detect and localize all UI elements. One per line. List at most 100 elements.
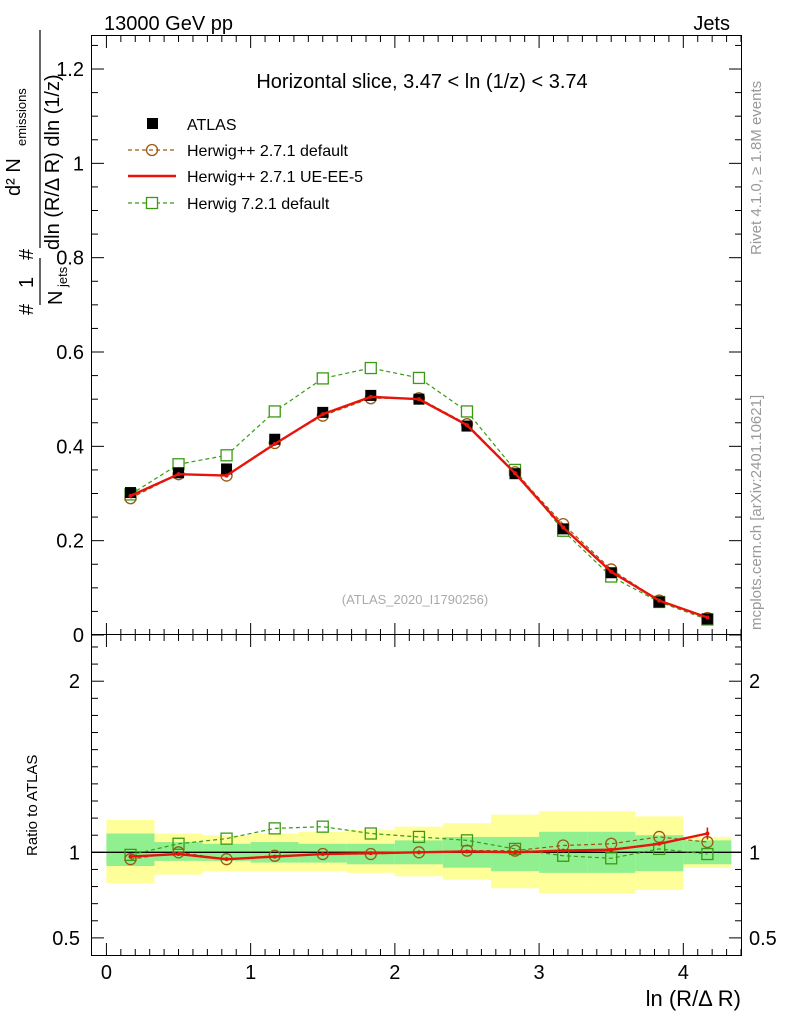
ylabel-deriv-num: d² N <box>3 158 25 196</box>
y-tick-label: 0.4 <box>56 436 84 458</box>
header-right: Jets <box>693 13 730 35</box>
ratio-point-herwig-ueee5 <box>320 852 325 857</box>
ratio-plot-frame <box>91 634 742 956</box>
y-tick-label: 1.2 <box>56 59 84 81</box>
ratio-point-herwig-ueee5 <box>176 852 181 857</box>
legend-label-herwig7: Herwig 7.2.1 default <box>187 196 330 213</box>
ratio-point-herwig7 <box>701 847 714 861</box>
point-herwig7 <box>412 371 426 385</box>
ratio-uncertainty-bands <box>92 811 741 894</box>
ratio-y-tick-label: 2 <box>69 671 80 693</box>
point-herwig7 <box>316 372 329 385</box>
chart-title: Horizontal slice, 3.47 < ln (1/z) < 3.74 <box>256 71 587 93</box>
point-herwig-ueee5 <box>705 615 710 620</box>
ratio-point-herwig-default <box>172 846 185 859</box>
ratio-point-herwig7 <box>364 827 377 840</box>
point-herwig-ueee5 <box>561 525 566 530</box>
ratio-point-herwig-default <box>124 853 137 866</box>
x-tick-label: 3 <box>534 962 545 984</box>
analysis-watermark: (ATLAS_2020_I1790256) <box>342 592 488 607</box>
ratio-y-tick-label-right: 2 <box>749 671 760 693</box>
series-line-herwig7 <box>130 367 708 620</box>
legend-label-herwig-default: Herwig++ 2.7.1 default <box>187 143 349 160</box>
x-tick-label: 4 <box>678 962 689 984</box>
ratio-point-herwig7 <box>172 837 185 850</box>
legend-marker-herwig-default <box>145 143 159 157</box>
ylabel-frac-num: 1 <box>16 277 38 288</box>
ratio-point-herwig-ueee5 <box>464 849 469 854</box>
header-left: 13000 GeV pp <box>104 13 233 35</box>
ratio-point-herwig-ueee5 <box>657 841 662 846</box>
ratio-point-herwig7 <box>268 822 281 835</box>
ratio-point-herwig-ueee5 <box>128 854 133 859</box>
point-herwig-ueee5 <box>128 493 133 498</box>
ylabel-deriv-num-sub: emissions <box>14 88 29 146</box>
rivet-version-label: Rivet 4.1.0, ≥ 1.8M events <box>748 81 765 255</box>
y-axis-label: # 1 N jets # d² N emissions dln (R/Δ R) … <box>3 30 70 315</box>
axis-ticks: 0 1 2 3 4 0 0.2 0.4 0.6 0.8 1 1.2 0.5 0.5 1 1 2 2 <box>52 36 777 984</box>
series-line-herwig-default <box>130 397 708 619</box>
ratio-y-tick-label-right: 0.5 <box>749 928 777 950</box>
point-herwig7 <box>268 405 281 418</box>
ylabel-deriv-den: dln (R/Δ R) dln (1/z) <box>42 74 64 250</box>
point-atlas <box>269 433 281 445</box>
point-herwig-ueee5 <box>368 394 373 399</box>
ratio-point-herwig-ueee5 <box>272 854 277 859</box>
legend-label-atlas: ATLAS <box>187 117 237 134</box>
y-tick-label: 0.2 <box>56 531 84 553</box>
point-herwig-ueee5 <box>609 569 614 574</box>
x-tick-label: 2 <box>389 962 400 984</box>
legend-item-atlas: ATLAS <box>147 117 237 134</box>
series-line-herwig-ueee5 <box>130 395 708 619</box>
ratio-y-tick-label: 1 <box>69 842 80 864</box>
ratio-point-herwig-ueee5 <box>561 848 566 853</box>
ratio-point-herwig-default <box>508 844 522 857</box>
point-herwig7 <box>460 405 474 418</box>
ratio-point-herwig7 <box>412 830 426 844</box>
ylabel-hash-2: # <box>16 248 38 260</box>
legend-marker-herwig7 <box>145 196 159 210</box>
y-tick-label: 0.6 <box>56 342 84 364</box>
point-atlas <box>221 463 233 475</box>
ratio-point-herwig-ueee5 <box>609 847 614 852</box>
point-herwig-ueee5 <box>272 441 277 446</box>
point-herwig-ueee5 <box>176 472 181 477</box>
legend-label-herwig-ueee5: Herwig++ 2.7.1 UE-EE-5 <box>187 169 363 186</box>
point-herwig-ueee5 <box>464 423 469 428</box>
x-tick-label: 0 <box>101 962 112 984</box>
point-herwig-ueee5 <box>657 598 662 603</box>
point-herwig-ueee5 <box>416 397 421 402</box>
y-tick-label: 0 <box>73 625 84 647</box>
legend-item-herwig-default: Herwig++ 2.7.1 default <box>128 143 349 160</box>
ratio-point-herwig-ueee5 <box>368 851 373 856</box>
ratio-point-herwig7 <box>220 832 233 845</box>
ratio-y-tick-label-right: 1 <box>749 842 760 864</box>
ylabel-hash-1: # <box>16 303 38 315</box>
point-herwig-ueee5 <box>224 473 229 478</box>
ratio-y-axis-label: Ratio to ATLAS <box>24 755 41 856</box>
point-herwig-ueee5 <box>320 412 325 417</box>
ratio-point-herwig7 <box>605 852 618 865</box>
ratio-point-herwig-ueee5 <box>513 850 518 855</box>
legend-item-herwig-ueee5: Herwig++ 2.7.1 UE-EE-5 <box>128 169 363 186</box>
ratio-y-tick-label: 0.5 <box>52 928 80 950</box>
point-atlas <box>125 487 137 499</box>
legend-item-herwig7: Herwig 7.2.1 default <box>128 196 330 213</box>
ratio-point-herwig-ueee5 <box>224 857 229 862</box>
ylabel-frac-den-sub: jets <box>55 266 70 288</box>
ratio-point-herwig7 <box>124 848 137 862</box>
point-herwig7 <box>364 361 377 375</box>
legend: ATLAS Herwig++ 2.7.1 default Herwig++ 2.… <box>128 117 363 213</box>
y-tick-label: 1 <box>73 153 84 175</box>
point-herwig7 <box>220 449 233 462</box>
point-herwig-ueee5 <box>513 471 518 476</box>
plot-marks <box>124 361 714 866</box>
x-tick-label: 1 <box>245 962 256 984</box>
y-tick-label: 0.8 <box>56 248 84 270</box>
ylabel-frac-den: N <box>45 291 67 305</box>
ratio-line-herwig7 <box>130 826 708 859</box>
ratio-point-herwig-ueee5 <box>416 850 421 855</box>
ratio-point-herwig7 <box>316 820 329 833</box>
mcplots-source-label: mcplots.cern.ch [arXiv:2401.10621] <box>748 395 765 630</box>
